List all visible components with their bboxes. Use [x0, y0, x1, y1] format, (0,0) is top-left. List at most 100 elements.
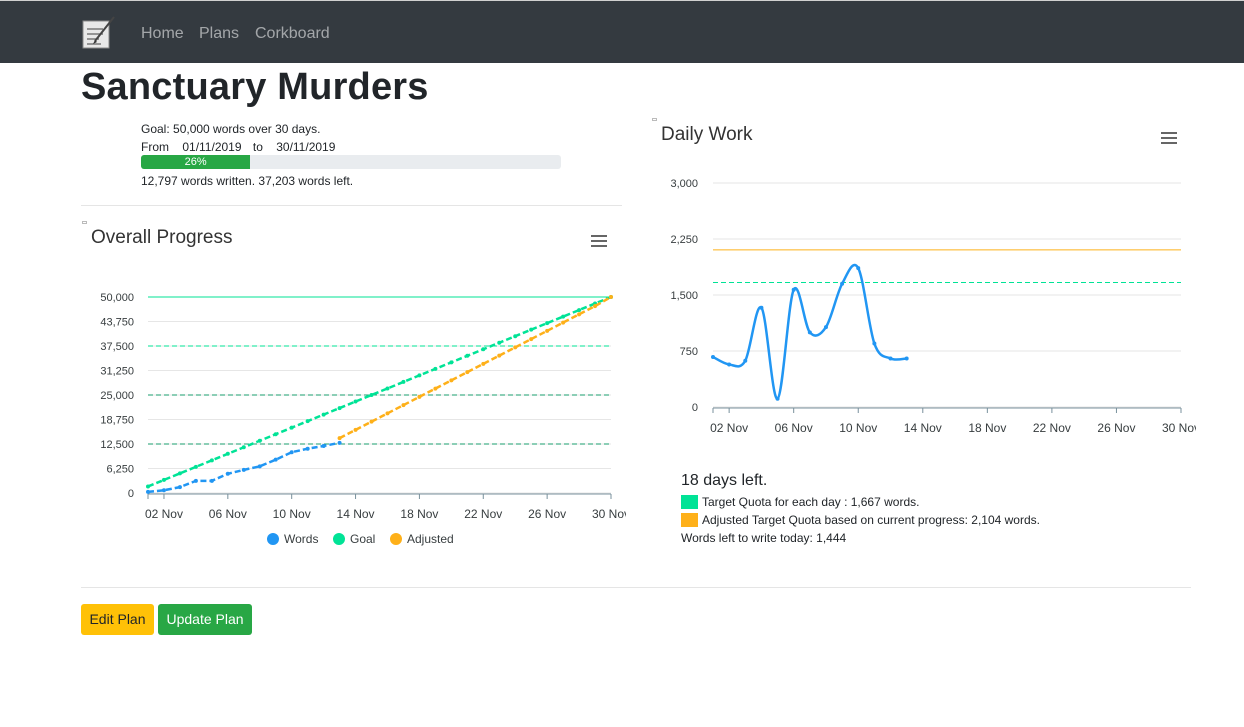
y-tick-label: 31,250 [100, 366, 134, 378]
edit-plan-button[interactable]: Edit Plan [81, 604, 154, 635]
words-data-point [823, 325, 828, 330]
from-date: 01/11/2019 [182, 140, 242, 154]
adjusted-data-point [497, 353, 502, 358]
goal-data-point [177, 471, 182, 476]
adjusted-data-point [385, 411, 390, 416]
goal-data-point [465, 353, 470, 358]
chart-menu-icon[interactable] [591, 235, 607, 247]
top-navbar: Home Plans Corkboard [0, 0, 1244, 63]
adjusted-data-point [433, 386, 438, 391]
adjusted-quota-row: Adjusted Target Quota based on current p… [681, 513, 1040, 527]
goal-data-point [513, 334, 518, 339]
words-series-line [147, 441, 340, 494]
y-tick-label: 25,000 [100, 390, 134, 402]
adjusted-data-point [337, 436, 342, 441]
from-label: From [141, 140, 169, 154]
y-tick-label: 2,250 [670, 234, 698, 246]
nav-link-plans[interactable]: Plans [199, 25, 240, 42]
goal-data-point [193, 464, 198, 469]
words-data-point [759, 305, 764, 310]
words-data-point [273, 457, 278, 462]
goal-series-line [147, 295, 612, 488]
goal-data-point [385, 386, 390, 391]
x-tick-label: 06 Nov [775, 421, 813, 435]
goal-data-point [449, 360, 454, 365]
chart-menu-icon[interactable] [1161, 132, 1177, 144]
adjusted-data-point [449, 378, 454, 383]
y-tick-label: 12,500 [100, 439, 134, 451]
words-data-point [872, 341, 877, 346]
words-legend-marker [267, 533, 279, 545]
x-tick-label: 06 Nov [209, 507, 247, 521]
target-quota-swatch [681, 495, 698, 509]
words-data-point [193, 478, 198, 483]
adjusted-data-point [369, 419, 374, 424]
x-tick-label: 22 Nov [1033, 421, 1071, 435]
goal-legend-label: Goal [350, 532, 375, 546]
adjusted-legend-marker [390, 533, 402, 545]
y-tick-label: 6,250 [106, 464, 134, 476]
words-data-point [840, 281, 845, 286]
y-tick-label: 0 [128, 488, 134, 500]
x-tick-label: 02 Nov [710, 421, 748, 435]
words-series-line [712, 263, 907, 401]
adjusted-data-point [561, 320, 566, 325]
x-tick-label: 18 Nov [400, 507, 438, 521]
progress-bar: 26% [141, 155, 561, 169]
goal-data-point [369, 393, 374, 397]
adjusted-quota-text: Adjusted Target Quota based on current p… [702, 513, 1040, 527]
divider [81, 587, 1191, 588]
words-left-today-row: Words left to write today: 1,444 [681, 531, 846, 545]
y-tick-label: 3,000 [670, 178, 698, 190]
goal-data-point [529, 327, 534, 332]
adjusted-data-point [401, 403, 406, 408]
words-data-point [241, 467, 246, 472]
x-tick-label: 18 Nov [968, 421, 1006, 435]
y-tick-label: 0 [692, 402, 698, 414]
goal-data-point [433, 366, 438, 371]
to-date: 30/11/2019 [276, 140, 336, 154]
adjusted-series-line [339, 295, 612, 440]
x-tick-label: 14 Nov [337, 507, 375, 521]
words-legend-label: Words [284, 532, 318, 546]
overall-progress-chart: 0 6,250 12,500 18,750 25,000 31,250 37,500 43,7… [100, 292, 626, 546]
goal-legend-marker [333, 533, 345, 545]
target-quota-text: Target Quota for each day : 1,667 words. [702, 495, 920, 509]
goal-data-point [401, 379, 406, 384]
x-tick-label: 02 Nov [145, 507, 183, 521]
x-tick-label: 30 Nov [1162, 421, 1196, 435]
goal-data-point [321, 412, 326, 417]
y-tick-label: 43,750 [100, 317, 134, 329]
days-left-text: 18 days left. [681, 472, 768, 489]
y-tick-label: 18,750 [100, 415, 134, 427]
goal-data-point [353, 399, 358, 404]
nav-link-corkboard[interactable]: Corkboard [255, 25, 330, 42]
words-data-point [791, 287, 796, 292]
goal-data-point [417, 373, 422, 378]
words-data-point [807, 330, 812, 335]
goal-data-point [545, 321, 550, 326]
adjusted-data-point [513, 345, 518, 350]
chart-anchor-icon [82, 221, 87, 224]
notepad-pen-icon[interactable] [81, 15, 117, 51]
adjusted-data-point [609, 295, 613, 299]
goal-data-point [577, 308, 582, 313]
goal-data-point [497, 340, 502, 345]
adjusted-data-point [577, 312, 582, 317]
words-data-point [161, 488, 166, 493]
divider [81, 205, 622, 206]
goal-data-point [241, 445, 246, 450]
words-data-point [775, 396, 780, 401]
nav-link-home[interactable]: Home [141, 25, 184, 42]
words-data-point [257, 464, 262, 469]
adjusted-data-point [353, 427, 358, 432]
words-data-point [146, 489, 150, 494]
words-data-point [904, 356, 909, 361]
adjusted-data-point [545, 328, 550, 333]
adjusted-data-point [593, 304, 598, 309]
adjusted-quota-swatch [681, 513, 698, 527]
goal-data-point [146, 484, 150, 489]
goal-data-point [161, 477, 166, 482]
update-plan-button[interactable]: Update Plan [158, 604, 252, 635]
goal-data-point [561, 314, 566, 319]
